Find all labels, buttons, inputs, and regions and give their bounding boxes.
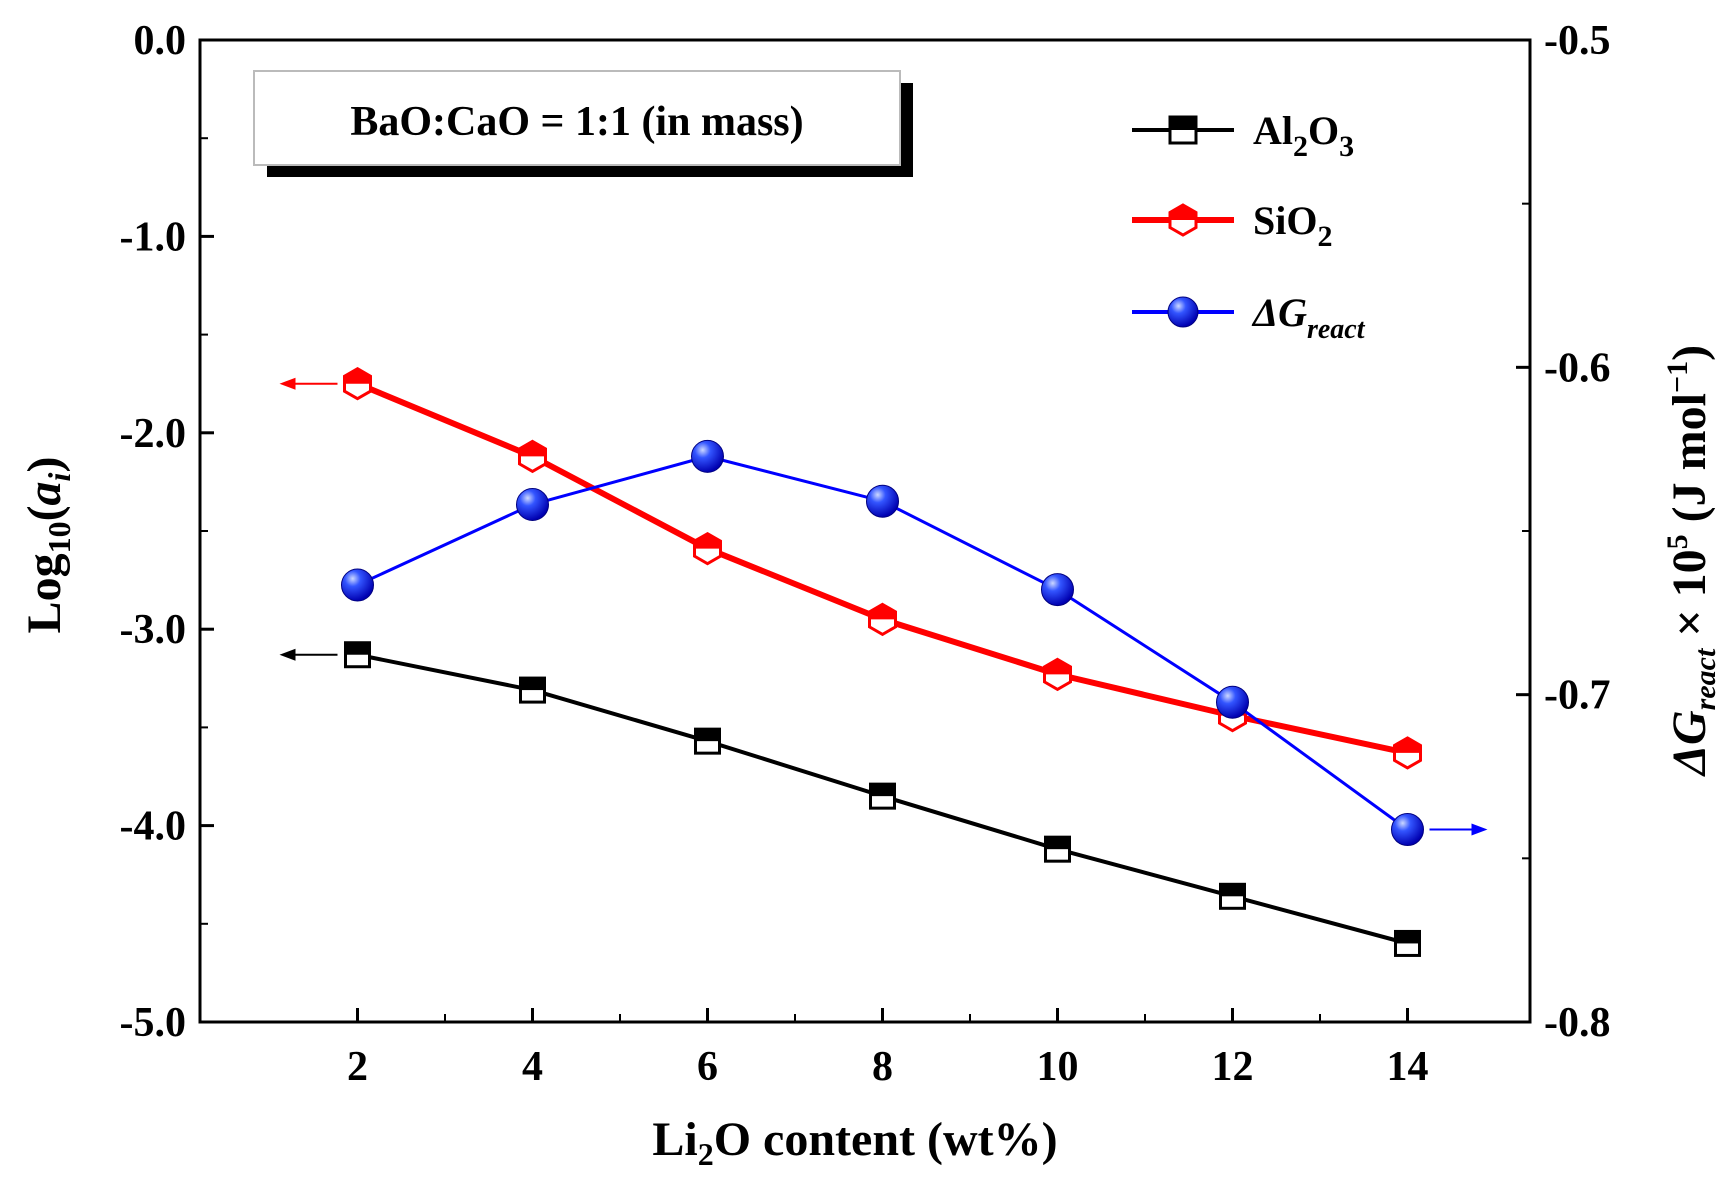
data-point-dg-react — [1041, 573, 1074, 607]
data-point-al2o3 — [1219, 882, 1246, 910]
x-tick-label: 8 — [872, 1044, 893, 1090]
annotation-box — [253, 70, 901, 166]
data-point-sio2 — [868, 602, 897, 637]
data-point-sio2 — [1043, 657, 1072, 692]
axis-arrow-left — [279, 648, 338, 661]
legend-marker-al2o3 — [1168, 115, 1198, 145]
data-point-al2o3 — [1044, 835, 1071, 863]
y-right-tick-label: -0.7 — [1544, 673, 1611, 719]
x-tick-label: 12 — [1212, 1044, 1254, 1090]
legend-entry-al2o3: Al2O3 — [1132, 108, 1354, 163]
x-tick-label: 6 — [697, 1044, 718, 1090]
y-left-tick-label: -1.0 — [120, 214, 187, 260]
data-point-sio2 — [518, 439, 547, 474]
data-point-dg-react — [866, 484, 899, 518]
data-point-dg-react — [691, 439, 724, 473]
plot-frame — [198, 38, 1532, 1024]
y-left-tick-label: -4.0 — [120, 804, 187, 850]
legend-label-dg-react: ΔGreact — [1251, 290, 1366, 345]
marker-fill — [345, 642, 370, 655]
marker-fill — [1044, 659, 1071, 675]
series-1 — [343, 366, 1422, 770]
data-point-al2o3 — [519, 676, 546, 704]
y-right-tick-label: -0.8 — [1544, 1000, 1611, 1046]
series-layer — [279, 366, 1488, 957]
legend-entry-dg-react: ΔGreact — [1132, 290, 1366, 345]
marker-fill — [870, 784, 895, 797]
axis-arrow-right — [1429, 823, 1488, 836]
marker-fill — [1045, 837, 1070, 850]
arrow-head — [1471, 823, 1488, 836]
data-point-dg-react — [1391, 813, 1424, 847]
legend: Al2O3 SiO2 ΔGreact — [1132, 108, 1366, 345]
series-0 — [344, 641, 1421, 957]
axis-arrow-left — [279, 377, 338, 390]
data-point-sio2 — [1393, 736, 1422, 770]
x-tick-label: 2 — [347, 1044, 368, 1090]
legend-label-sio2: SiO2 — [1253, 198, 1332, 253]
legend-label-al2o3: Al2O3 — [1253, 108, 1354, 163]
arrow-head — [279, 648, 296, 661]
y-left-tick-label: -3.0 — [120, 607, 187, 653]
annotation-text: BaO:CaO = 1:1 (in mass) — [350, 99, 803, 145]
axes-layer: 0.0 -1.0 -2.0 -3.0 -4.0 -5.0 -0.5 -0.6 -0.7 -0.8 2… — [120, 18, 1611, 1090]
data-point-sio2 — [693, 531, 722, 566]
x-tick-label: 4 — [522, 1044, 543, 1090]
legend-marker-sio2 — [1168, 203, 1198, 237]
legend-marker-dg-react — [1167, 296, 1199, 328]
y-axis-left-title: Log10(ai) — [18, 457, 77, 634]
data-point-dg-react — [341, 568, 374, 602]
y-axis-right-title: ΔGreact × 105 (J mol−1) — [1661, 345, 1722, 777]
marker-fill — [869, 604, 896, 620]
series-2 — [341, 439, 1424, 847]
y-left-tick-label: -2.0 — [120, 411, 187, 457]
y-right-tick-label: -0.6 — [1544, 345, 1611, 391]
series-line-1 — [356, 380, 1409, 756]
data-point-dg-react — [516, 487, 549, 521]
data-point-al2o3 — [344, 641, 371, 669]
marker-fill — [519, 441, 546, 457]
y-left-tick-label: 0.0 — [134, 18, 187, 64]
marker-fill — [344, 368, 371, 384]
arrow-head — [279, 377, 296, 390]
marker-fill — [1394, 737, 1421, 753]
marker-fill — [1395, 931, 1420, 944]
data-point-sio2 — [343, 366, 372, 401]
data-point-al2o3 — [869, 782, 896, 810]
annotation: BaO:CaO = 1:1 (in mass) — [253, 70, 913, 177]
data-point-al2o3 — [1394, 929, 1421, 957]
legend-entry-sio2: SiO2 — [1132, 198, 1332, 253]
data-point-al2o3 — [694, 727, 721, 755]
data-point-dg-react — [1216, 685, 1249, 719]
marker-fill — [520, 678, 545, 691]
y-left-tick-label: -5.0 — [120, 1000, 187, 1046]
marker-fill — [695, 729, 720, 742]
marker-fill — [694, 533, 721, 549]
x-tick-label: 10 — [1037, 1044, 1079, 1090]
x-tick-label: 14 — [1387, 1044, 1429, 1090]
marker-fill — [1220, 884, 1245, 897]
x-axis-title: Li2O content (wt%) — [652, 1113, 1057, 1172]
y-right-tick-label: -0.5 — [1544, 18, 1611, 64]
